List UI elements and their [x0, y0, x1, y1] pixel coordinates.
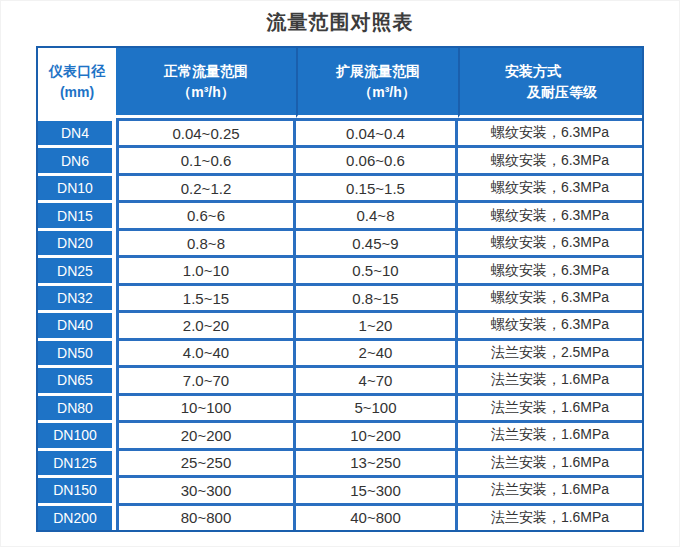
cell-normal-flow: 20~200: [116, 420, 296, 447]
row-header-dn: DN80: [38, 393, 116, 420]
header-cell-install-pressure: 安装方式 及耐压等级: [458, 48, 642, 118]
cell-install-pressure: 法兰安装，1.6MPa: [458, 448, 642, 475]
cell-normal-flow: 7.0~70: [116, 365, 296, 392]
cell-normal-flow: 10~100: [116, 393, 296, 420]
cell-install-pressure: 法兰安装，1.6MPa: [458, 503, 642, 530]
header-install-block: 安装方式 及耐压等级: [505, 61, 597, 103]
cell-extended-flow: 0.15~1.5: [296, 173, 458, 200]
row-header-dn: DN50: [38, 338, 116, 365]
cell-extended-flow: 0.45~9: [296, 228, 458, 255]
cell-install-pressure: 法兰安装，1.6MPa: [458, 393, 642, 420]
row-header-dn: DN200: [38, 503, 116, 530]
row-header-dn: DN10: [38, 173, 116, 200]
header-line: 扩展流量范围: [336, 61, 420, 82]
header-line: 正常流量范围: [164, 61, 248, 82]
cell-install-pressure: 法兰安装，1.6MPa: [458, 475, 642, 502]
cell-extended-flow: 15~300: [296, 475, 458, 502]
page: 流量范围对照表 仪表口径 (mm) 正常流量范围 （m³/h） 扩展流量范围 （…: [0, 0, 680, 547]
cell-install-pressure: 法兰安装，1.6MPa: [458, 365, 642, 392]
cell-normal-flow: 1.0~10: [116, 255, 296, 282]
cell-install-pressure: 法兰安装，2.5MPa: [458, 338, 642, 365]
cell-normal-flow: 0.04~0.25: [116, 118, 296, 145]
cell-install-pressure: 螺纹安装，6.3MPa: [458, 228, 642, 255]
cell-extended-flow: 2~40: [296, 338, 458, 365]
cell-extended-flow: 0.06~0.6: [296, 145, 458, 172]
row-header-dn: DN20: [38, 228, 116, 255]
cell-normal-flow: 80~800: [116, 503, 296, 530]
cell-extended-flow: 40~800: [296, 503, 458, 530]
cell-normal-flow: 0.2~1.2: [116, 173, 296, 200]
row-header-dn: DN65: [38, 365, 116, 392]
row-header-dn: DN40: [38, 310, 116, 337]
cell-extended-flow: 0.4~8: [296, 200, 458, 227]
header-cell-extended-flow-range: 扩展流量范围 （m³/h）: [296, 48, 458, 118]
row-header-dn: DN6: [38, 145, 116, 172]
header-line: （m³/h）: [340, 82, 416, 103]
row-header-dn: DN32: [38, 283, 116, 310]
header-cell-meter-diameter: 仪表口径 (mm): [38, 48, 116, 118]
cell-install-pressure: 螺纹安装，6.3MPa: [458, 255, 642, 282]
cell-install-pressure: 螺纹安装，6.3MPa: [458, 283, 642, 310]
row-header-dn: DN150: [38, 475, 116, 502]
cell-extended-flow: 4~70: [296, 365, 458, 392]
cell-install-pressure: 螺纹安装，6.3MPa: [458, 145, 642, 172]
cell-normal-flow: 0.8~8: [116, 228, 296, 255]
row-header-dn: DN25: [38, 255, 116, 282]
cell-normal-flow: 0.6~6: [116, 200, 296, 227]
cell-install-pressure: 螺纹安装，6.3MPa: [458, 200, 642, 227]
cell-extended-flow: 5~100: [296, 393, 458, 420]
header-line: (mm): [60, 82, 94, 103]
cell-extended-flow: 0.5~10: [296, 255, 458, 282]
cell-normal-flow: 25~250: [116, 448, 296, 475]
cell-normal-flow: 4.0~40: [116, 338, 296, 365]
cell-install-pressure: 螺纹安装，6.3MPa: [458, 118, 642, 145]
header-line: 仪表口径: [49, 61, 105, 82]
cell-extended-flow: 13~250: [296, 448, 458, 475]
header-cell-normal-flow-range: 正常流量范围 （m³/h）: [116, 48, 296, 118]
cell-normal-flow: 0.1~0.6: [116, 145, 296, 172]
cell-install-pressure: 法兰安装，1.6MPa: [458, 420, 642, 447]
row-header-dn: DN125: [38, 448, 116, 475]
cell-extended-flow: 0.04~0.4: [296, 118, 458, 145]
page-title: 流量范围对照表: [1, 9, 679, 36]
row-header-dn: DN4: [38, 118, 116, 145]
cell-normal-flow: 2.0~20: [116, 310, 296, 337]
cell-normal-flow: 1.5~15: [116, 283, 296, 310]
cell-install-pressure: 螺纹安装，6.3MPa: [458, 310, 642, 337]
row-header-dn: DN15: [38, 200, 116, 227]
cell-extended-flow: 10~200: [296, 420, 458, 447]
cell-extended-flow: 1~20: [296, 310, 458, 337]
header-line: （m³/h）: [177, 82, 235, 103]
row-header-dn: DN100: [38, 420, 116, 447]
flow-range-table: 仪表口径 (mm) 正常流量范围 （m³/h） 扩展流量范围 （m³/h） 安装…: [36, 46, 644, 532]
cell-install-pressure: 螺纹安装，6.3MPa: [458, 173, 642, 200]
cell-extended-flow: 0.8~15: [296, 283, 458, 310]
cell-normal-flow: 30~300: [116, 475, 296, 502]
header-line: 安装方式: [505, 61, 597, 82]
header-line: 及耐压等级: [505, 82, 597, 103]
